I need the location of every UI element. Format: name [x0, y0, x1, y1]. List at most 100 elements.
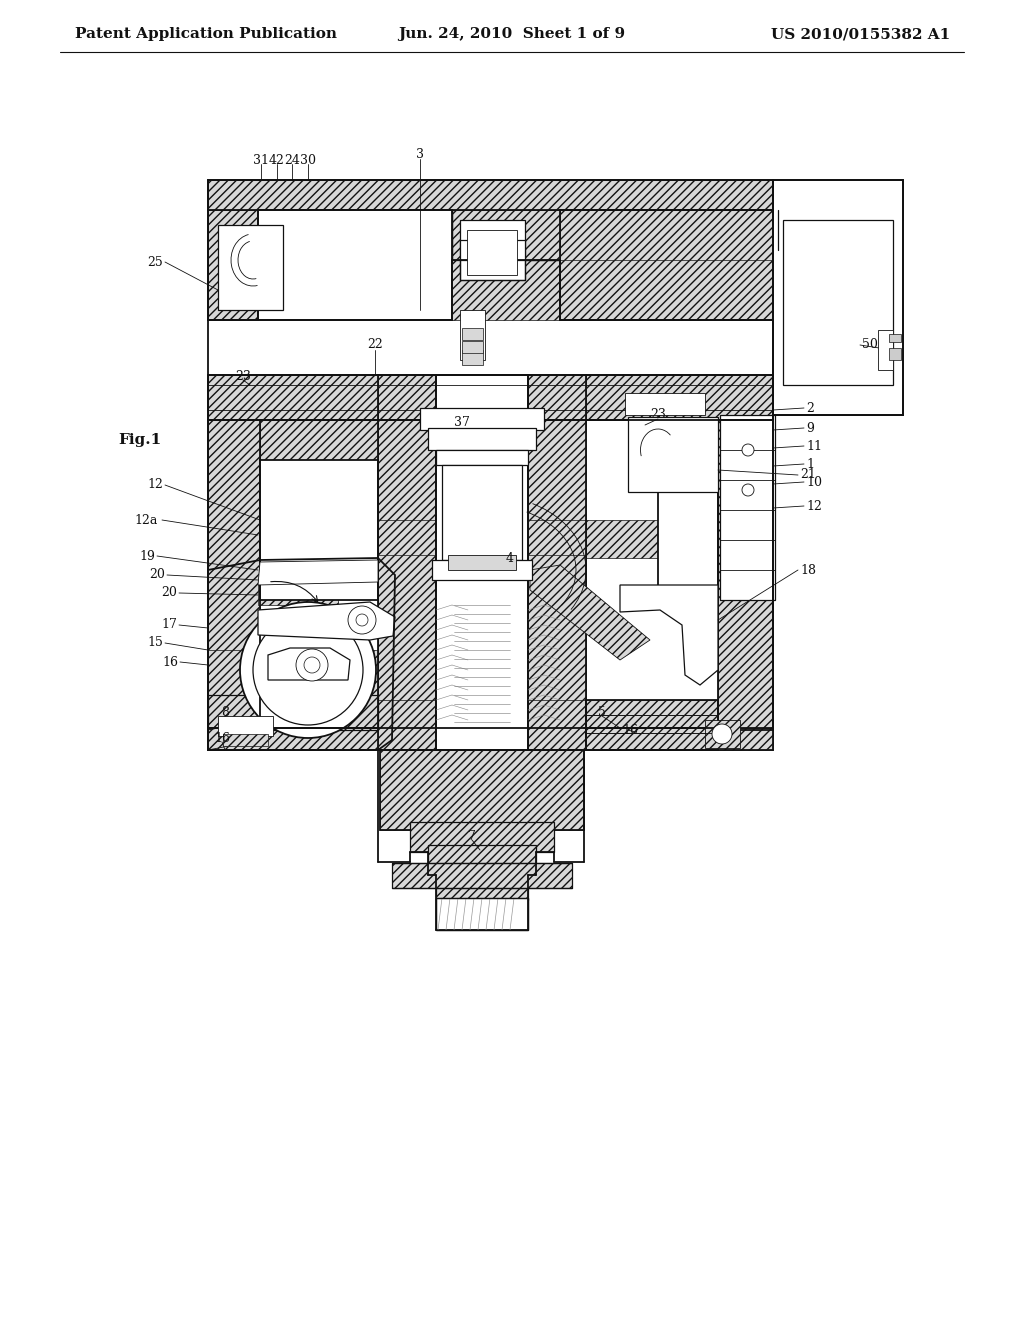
Bar: [658, 459, 718, 601]
Polygon shape: [258, 602, 395, 640]
Bar: [260, 459, 378, 601]
Bar: [208, 420, 260, 730]
Text: 50: 50: [862, 338, 878, 351]
Bar: [380, 750, 584, 830]
Text: 16: 16: [622, 723, 638, 737]
Bar: [586, 700, 718, 750]
Text: 37: 37: [454, 417, 470, 429]
Text: 2: 2: [806, 401, 814, 414]
Text: 22: 22: [368, 338, 383, 351]
Text: 16: 16: [162, 656, 178, 668]
Bar: [223, 734, 268, 746]
Bar: [889, 334, 901, 342]
Bar: [586, 520, 718, 558]
Bar: [528, 554, 586, 700]
Polygon shape: [530, 565, 650, 660]
Polygon shape: [268, 648, 350, 680]
Text: 9: 9: [806, 421, 814, 434]
Bar: [773, 180, 903, 220]
Bar: [720, 480, 775, 510]
Bar: [436, 898, 528, 931]
Bar: [380, 750, 584, 830]
Bar: [628, 417, 718, 492]
Bar: [378, 554, 436, 700]
Bar: [452, 210, 560, 260]
Text: 42: 42: [269, 153, 285, 166]
Bar: [208, 210, 258, 319]
Text: 20: 20: [161, 586, 177, 599]
Text: 16: 16: [214, 731, 230, 744]
Bar: [625, 393, 705, 414]
Bar: [208, 649, 378, 700]
Text: 5: 5: [598, 705, 606, 718]
Text: 24: 24: [284, 153, 300, 166]
Bar: [449, 554, 516, 570]
Bar: [528, 375, 586, 750]
Bar: [467, 230, 517, 275]
Text: 31: 31: [253, 153, 269, 166]
Bar: [720, 450, 775, 480]
Bar: [428, 428, 536, 450]
Text: 3: 3: [416, 149, 424, 161]
Text: 15: 15: [147, 636, 163, 649]
Bar: [218, 715, 273, 737]
Text: 12a: 12a: [134, 513, 158, 527]
Polygon shape: [208, 719, 260, 750]
Bar: [878, 330, 893, 370]
Bar: [560, 210, 773, 260]
Bar: [450, 210, 560, 319]
Bar: [467, 230, 517, 260]
Text: 23: 23: [650, 408, 666, 421]
Text: Patent Application Publication: Patent Application Publication: [75, 26, 337, 41]
Bar: [586, 700, 718, 750]
Circle shape: [356, 614, 368, 626]
Bar: [783, 220, 893, 385]
Circle shape: [712, 723, 732, 744]
Bar: [889, 348, 901, 360]
Text: 12: 12: [806, 499, 822, 512]
Bar: [442, 465, 522, 560]
Bar: [432, 570, 532, 579]
Bar: [528, 520, 586, 558]
Bar: [586, 715, 718, 733]
Bar: [208, 696, 378, 730]
Text: 7: 7: [468, 829, 476, 842]
Text: 4: 4: [506, 552, 514, 565]
Bar: [436, 873, 528, 900]
Text: 1: 1: [806, 458, 814, 470]
Bar: [460, 240, 525, 260]
Bar: [560, 210, 773, 319]
Text: 21: 21: [800, 469, 816, 482]
Bar: [218, 224, 283, 310]
Bar: [420, 408, 544, 430]
Bar: [705, 719, 740, 748]
Bar: [410, 822, 554, 851]
Text: US 2010/0155382 A1: US 2010/0155382 A1: [771, 26, 950, 41]
Circle shape: [304, 657, 319, 673]
Bar: [258, 210, 452, 319]
Bar: [208, 180, 773, 210]
Text: Fig.1: Fig.1: [118, 433, 161, 447]
Bar: [420, 420, 544, 430]
Bar: [208, 729, 773, 750]
Polygon shape: [620, 585, 718, 685]
Text: 8: 8: [221, 705, 229, 718]
Bar: [460, 310, 485, 360]
Bar: [436, 898, 528, 931]
Circle shape: [742, 444, 754, 455]
Bar: [773, 210, 778, 249]
Text: 17: 17: [161, 619, 177, 631]
Bar: [258, 579, 338, 605]
Bar: [462, 350, 483, 366]
Bar: [773, 180, 903, 414]
Circle shape: [348, 606, 376, 634]
Bar: [460, 220, 525, 280]
Bar: [392, 863, 572, 888]
Bar: [720, 420, 775, 450]
Text: 20: 20: [150, 569, 165, 582]
Text: 12: 12: [147, 479, 163, 491]
Bar: [436, 450, 528, 465]
Circle shape: [253, 615, 362, 725]
Text: 18: 18: [800, 564, 816, 577]
Bar: [378, 520, 436, 558]
